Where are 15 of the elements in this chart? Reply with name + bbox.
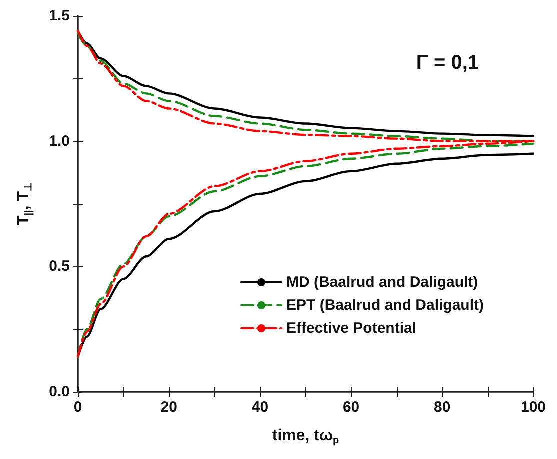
legend-label: EPT (Baalrud and Daligault) xyxy=(286,297,484,314)
y-tick-label: 0.5 xyxy=(49,258,70,276)
y-axis-title: T||, T⊥ xyxy=(16,182,34,226)
x-tick-label: 60 xyxy=(342,399,360,416)
legend-label: MD (Baalrud and Daligault) xyxy=(286,274,478,291)
annotation: Γ = 0,1 xyxy=(416,52,480,74)
legend-label: Effective Potential xyxy=(286,320,417,337)
x-tick-label: 100 xyxy=(520,399,546,416)
x-tick-label: 20 xyxy=(160,399,178,416)
x-tick-label: 40 xyxy=(252,399,269,416)
y-tick-label: 1.0 xyxy=(49,132,70,150)
y-tick-label: 1.5 xyxy=(49,8,70,24)
x-tick-label: 0 xyxy=(74,399,82,416)
y-tick-label: 0.0 xyxy=(49,384,70,400)
x-tick-label: 80 xyxy=(434,399,451,416)
